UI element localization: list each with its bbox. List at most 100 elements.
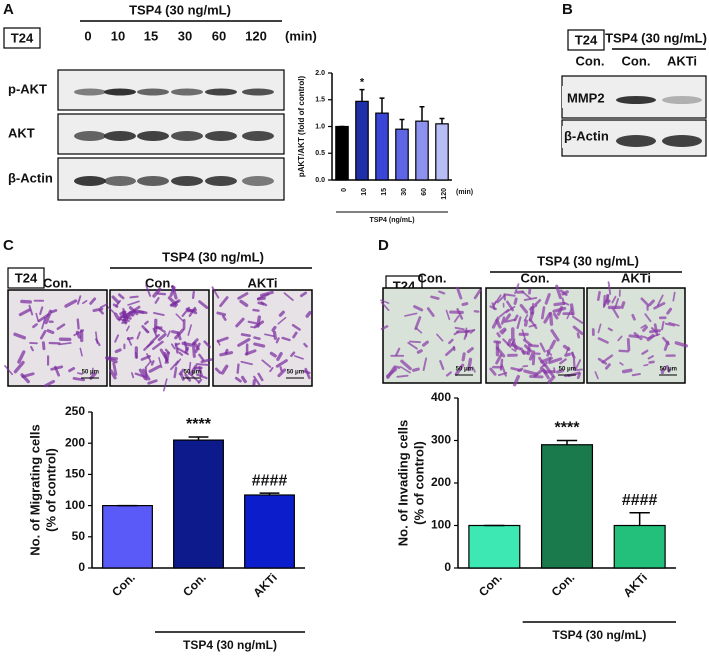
cell-stain xyxy=(576,372,581,380)
cell-stain xyxy=(607,281,612,295)
cell-line: T24 xyxy=(15,270,38,285)
cell-stain xyxy=(496,293,507,304)
cell-stain xyxy=(653,302,666,310)
cell-stain xyxy=(304,367,311,380)
x-axis-label: TSP4 (30 ng/mL) xyxy=(183,638,277,652)
blot-band xyxy=(205,88,237,96)
cell-stain xyxy=(188,361,192,376)
cell-stain xyxy=(122,315,132,320)
cell-stain xyxy=(596,291,601,301)
lane-label: Con. xyxy=(43,275,72,290)
bar xyxy=(355,100,369,181)
cell-stain xyxy=(527,344,540,348)
cell-stain xyxy=(510,343,522,351)
cell-stain xyxy=(222,315,227,321)
cell-stain xyxy=(604,363,611,370)
cell-stain xyxy=(386,366,396,379)
cell-stain xyxy=(195,363,210,366)
cell-stain xyxy=(540,356,553,364)
significance: * xyxy=(360,76,365,88)
cell-stain xyxy=(461,302,469,307)
cell-stain xyxy=(597,337,609,344)
cell-stain xyxy=(647,355,654,360)
y-axis-label: No. of Invading cells xyxy=(395,420,410,546)
cell-stain xyxy=(633,332,643,341)
lane-label: 120 xyxy=(245,28,267,43)
cell-stain xyxy=(539,342,546,353)
lane-label: AKTi xyxy=(667,53,697,68)
y-tick-label: 1.5 xyxy=(315,97,325,104)
cell-stain xyxy=(237,292,249,300)
cell-stain xyxy=(41,317,46,330)
cell-stain xyxy=(20,299,32,304)
cell-stain xyxy=(399,366,411,374)
significance: **** xyxy=(555,420,581,437)
cell-stain xyxy=(436,333,444,342)
cell-stain xyxy=(542,368,550,380)
cell-stain xyxy=(642,325,648,332)
x-tick-label: Con. xyxy=(549,570,578,599)
cell-stain xyxy=(68,366,76,373)
bar xyxy=(435,123,449,181)
cell-stain xyxy=(279,366,283,372)
cell-stain xyxy=(35,312,40,323)
cell-stain xyxy=(50,365,64,371)
cell-stain xyxy=(664,322,676,327)
lane-label: 30 xyxy=(178,28,192,43)
cell-stain xyxy=(572,325,584,336)
y-tick-label: 300 xyxy=(431,433,451,447)
cell-stain xyxy=(294,355,304,360)
cell-stain xyxy=(261,359,272,368)
cell-stain xyxy=(641,349,649,355)
treatment-label: TSP4 (30 ng/mL) xyxy=(537,253,639,268)
cell-stain xyxy=(290,351,296,357)
cell-stain xyxy=(114,334,120,343)
cell-stain xyxy=(149,333,160,344)
error-bar xyxy=(439,117,445,124)
cell-stain xyxy=(544,364,555,378)
cell-stain xyxy=(277,316,287,325)
y-tick-label: 2.0 xyxy=(315,70,325,77)
cell-stain xyxy=(445,309,451,321)
cell-stain xyxy=(611,295,617,304)
cell-stain xyxy=(247,320,258,325)
cell-stain xyxy=(463,330,468,340)
cell-stain xyxy=(512,374,520,387)
cell-stain xyxy=(275,359,288,368)
blot-band xyxy=(137,176,169,186)
cell-line-box xyxy=(567,29,605,51)
cell-stain xyxy=(170,360,179,371)
cell-stain xyxy=(99,303,109,309)
cell-stain xyxy=(127,300,140,306)
cell-stain xyxy=(666,307,673,315)
cell-stain xyxy=(503,313,512,324)
cell-stain xyxy=(400,359,412,371)
cell-stain xyxy=(445,346,456,357)
cell-stain xyxy=(198,300,209,310)
cell-stain xyxy=(253,320,265,329)
cell-stain xyxy=(275,337,280,344)
y-axis-label: (% of control) xyxy=(411,441,426,525)
cell-stain xyxy=(426,307,435,317)
cell-stain xyxy=(416,349,423,354)
blot-band xyxy=(205,131,237,141)
y-tick-label: 0 xyxy=(78,560,85,574)
cell-stain xyxy=(253,336,261,340)
cell-stain xyxy=(156,292,167,296)
cell-stain xyxy=(115,300,121,307)
treatment-label: TSP4 (30 ng/mL) xyxy=(162,249,264,264)
cell-stain xyxy=(299,291,308,298)
panel-label: D xyxy=(378,237,389,254)
cell-stain xyxy=(13,360,25,374)
lane-label: AKTi xyxy=(247,275,277,290)
cell-stain xyxy=(565,346,570,355)
cell-stain xyxy=(523,319,528,327)
lane-unit: (min) xyxy=(285,28,317,43)
cell-stain xyxy=(32,323,38,329)
error-bar xyxy=(259,492,280,495)
cell-stain xyxy=(89,297,97,305)
cell-stain xyxy=(184,346,190,354)
cell-stain xyxy=(454,326,465,331)
cell-stain xyxy=(594,371,599,380)
cell-stain xyxy=(145,284,152,297)
